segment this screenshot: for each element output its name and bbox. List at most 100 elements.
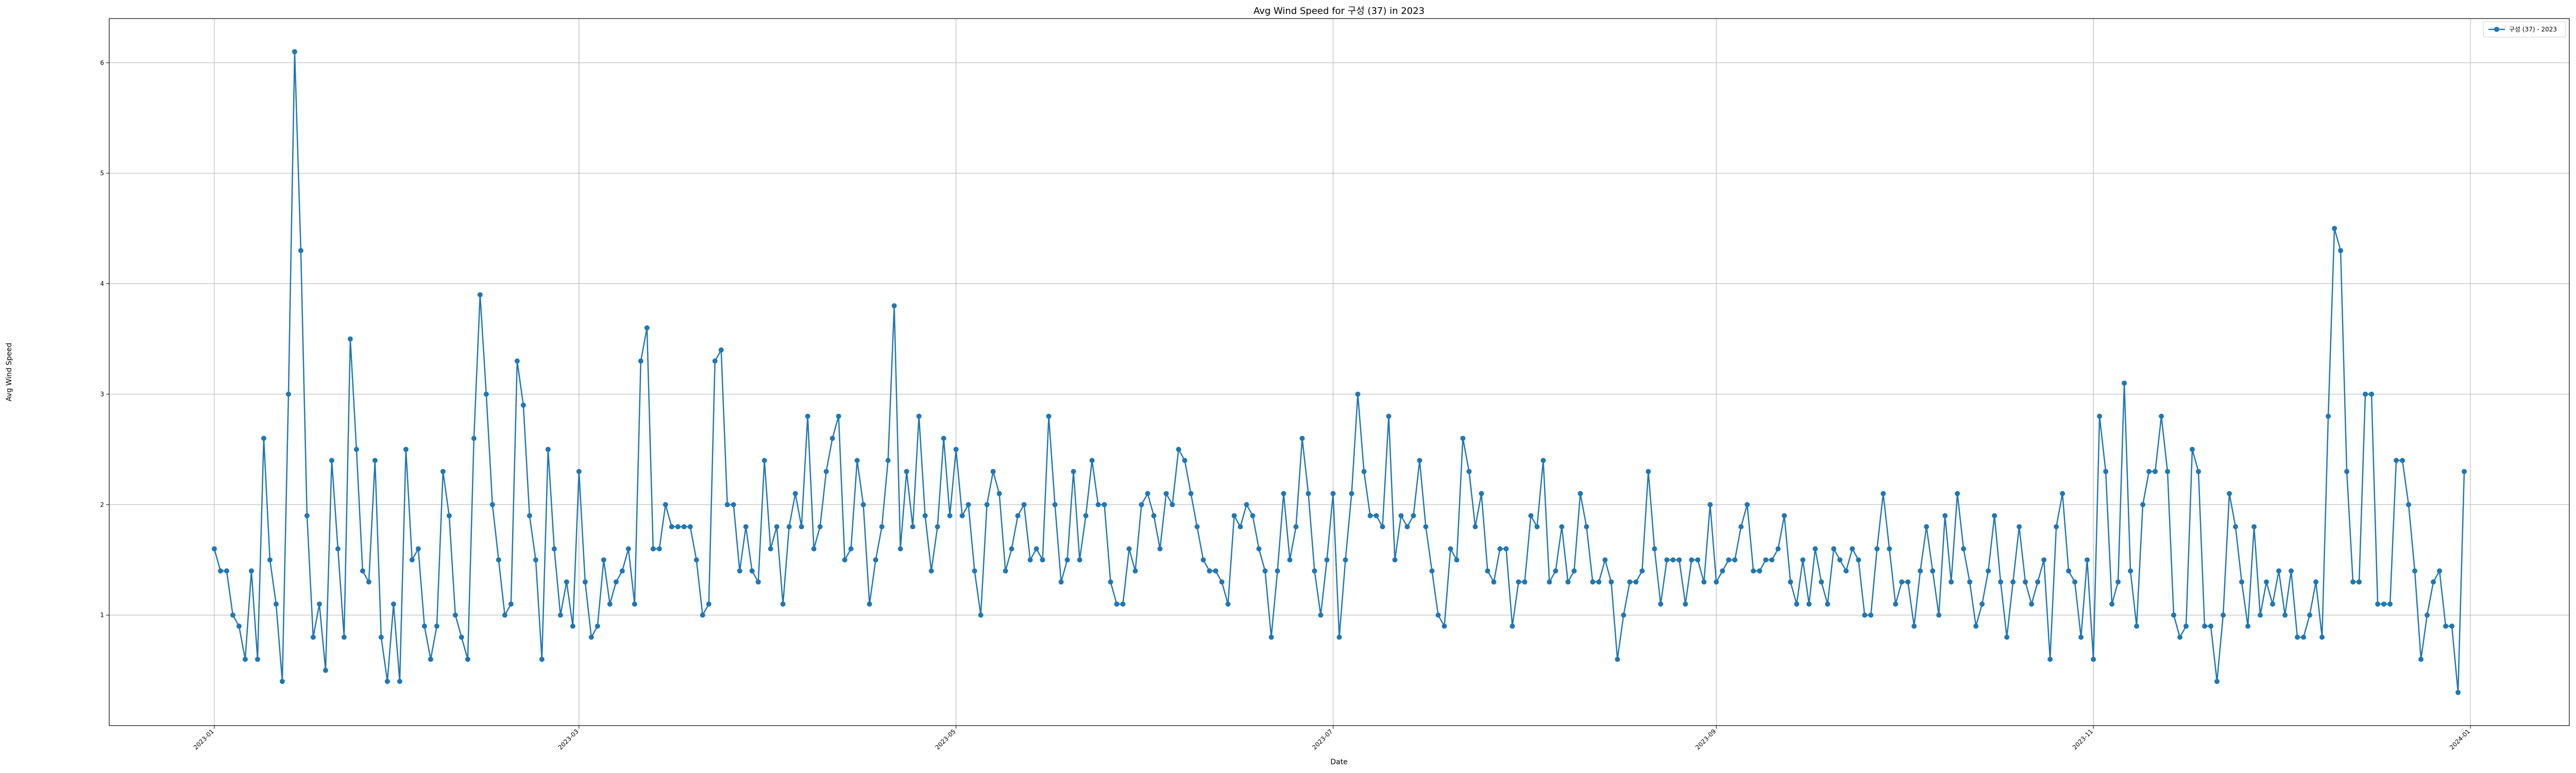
data-point xyxy=(774,524,779,530)
data-point xyxy=(2276,568,2282,574)
data-point xyxy=(557,612,563,618)
grid xyxy=(109,19,2569,726)
data-point xyxy=(1231,513,1237,518)
data-point xyxy=(1664,557,1670,563)
data-point xyxy=(1862,612,1868,618)
data-point xyxy=(749,568,755,574)
data-point xyxy=(2103,468,2109,474)
data-point xyxy=(1083,513,1089,518)
legend-label: 구성 (37) - 2023 xyxy=(2509,26,2557,33)
data-point xyxy=(428,657,433,662)
y-tick-label: 1 xyxy=(100,612,104,619)
data-point xyxy=(2462,468,2467,474)
data-point xyxy=(1336,634,1342,640)
data-point xyxy=(1596,579,1602,585)
data-point xyxy=(2023,579,2028,585)
data-point xyxy=(965,502,971,508)
data-point xyxy=(2307,612,2313,618)
data-point xyxy=(421,624,427,629)
data-point xyxy=(1948,579,1954,585)
data-point xyxy=(452,612,458,618)
data-point xyxy=(1349,491,1354,496)
data-point xyxy=(310,634,316,640)
data-point xyxy=(483,391,489,397)
data-point xyxy=(842,557,848,563)
data-point xyxy=(1516,579,1521,585)
data-point xyxy=(1151,513,1157,518)
data-point xyxy=(588,634,594,640)
data-point xyxy=(2387,601,2393,607)
data-point xyxy=(1479,491,1484,496)
data-point xyxy=(335,546,341,551)
data-point xyxy=(2406,502,2412,508)
data-point xyxy=(1880,491,1886,496)
data-point xyxy=(1856,557,1861,563)
data-point xyxy=(1095,502,1101,508)
data-point xyxy=(799,524,804,530)
data-point xyxy=(2128,568,2133,574)
data-point xyxy=(1905,579,1911,585)
data-point xyxy=(502,612,507,618)
data-point xyxy=(1404,524,1410,530)
data-point xyxy=(1386,413,1392,419)
data-point xyxy=(298,248,303,254)
data-point xyxy=(2394,458,2399,463)
data-point xyxy=(1139,502,1144,508)
data-point xyxy=(1522,579,1528,585)
data-point xyxy=(496,557,501,563)
data-point xyxy=(1670,557,1676,563)
data-point xyxy=(1998,579,2004,585)
data-point xyxy=(1578,491,1583,496)
data-point xyxy=(693,557,699,563)
data-point xyxy=(2165,468,2171,474)
data-point xyxy=(224,568,229,574)
data-point xyxy=(1046,413,1052,419)
data-point xyxy=(2084,557,2090,563)
data-point xyxy=(465,657,470,662)
data-point xyxy=(1608,579,1614,585)
x-axis-label: Date xyxy=(1330,758,1347,766)
data-point xyxy=(2122,380,2127,386)
data-point xyxy=(2357,579,2362,585)
data-point xyxy=(434,624,439,629)
data-point xyxy=(1639,568,1645,574)
data-point xyxy=(378,634,384,640)
data-point xyxy=(564,579,569,585)
data-point xyxy=(1225,601,1231,607)
data-point xyxy=(650,546,656,551)
data-point xyxy=(786,524,792,530)
data-point xyxy=(1213,568,1218,574)
data-point xyxy=(854,458,860,463)
data-point xyxy=(1726,557,1732,563)
data-point xyxy=(860,502,866,508)
data-point xyxy=(935,524,940,530)
data-point xyxy=(1806,601,1812,607)
y-tick-label: 3 xyxy=(100,391,104,398)
data-point xyxy=(1411,513,1416,518)
data-point xyxy=(1268,634,1274,640)
data-point xyxy=(1992,513,1997,518)
data-point xyxy=(211,546,217,551)
data-point xyxy=(514,358,520,364)
data-point xyxy=(1744,502,1750,508)
data-point xyxy=(1757,568,1762,574)
data-point xyxy=(1262,568,1268,574)
data-point xyxy=(1528,513,1534,518)
data-point xyxy=(230,612,235,618)
data-point xyxy=(978,612,984,618)
data-point xyxy=(477,292,483,297)
data-point xyxy=(1281,491,1286,496)
data-point xyxy=(1145,491,1150,496)
data-point xyxy=(489,502,495,508)
data-point xyxy=(2332,226,2337,231)
data-point xyxy=(2078,634,2084,640)
data-point xyxy=(1936,612,1942,618)
data-point xyxy=(2295,634,2300,640)
data-point xyxy=(1695,557,1701,563)
data-point xyxy=(2239,579,2245,585)
data-point xyxy=(681,524,687,530)
data-point xyxy=(1114,601,1120,607)
data-point xyxy=(2035,579,2041,585)
data-point xyxy=(1732,557,1738,563)
data-point xyxy=(1132,568,1138,574)
